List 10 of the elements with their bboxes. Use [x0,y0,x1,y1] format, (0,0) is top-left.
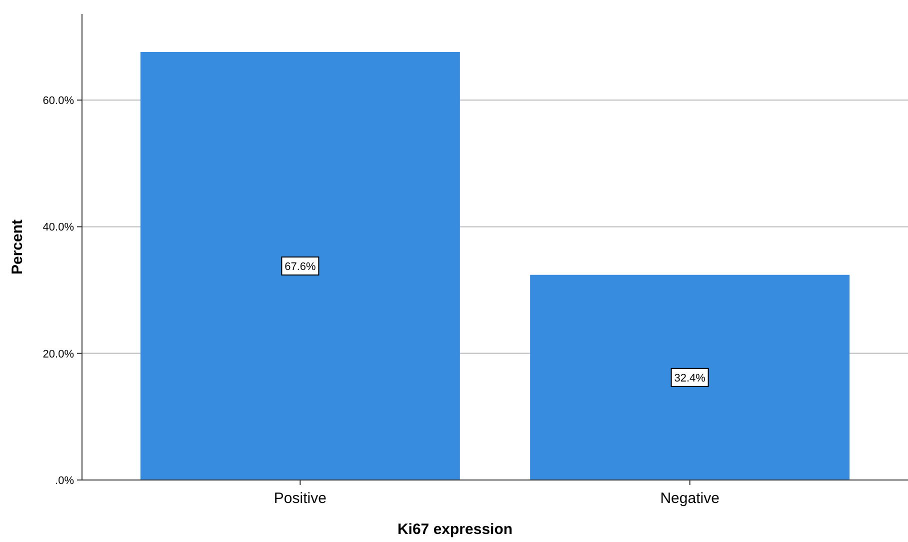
y-tick-label: 20.0% [42,348,74,360]
y-axis-title: Percent [9,219,26,275]
y-tick-label: 40.0% [42,222,74,234]
data-label: 67.6% [284,260,316,273]
x-tick-label: Positive [274,490,326,507]
y-tick-label: .0% [55,475,74,487]
x-tick-label: Negative [660,490,720,507]
x-axis-title: Ki67 expression [397,521,513,538]
y-tick-label: 60.0% [42,95,74,108]
data-label: 32.4% [674,372,706,384]
